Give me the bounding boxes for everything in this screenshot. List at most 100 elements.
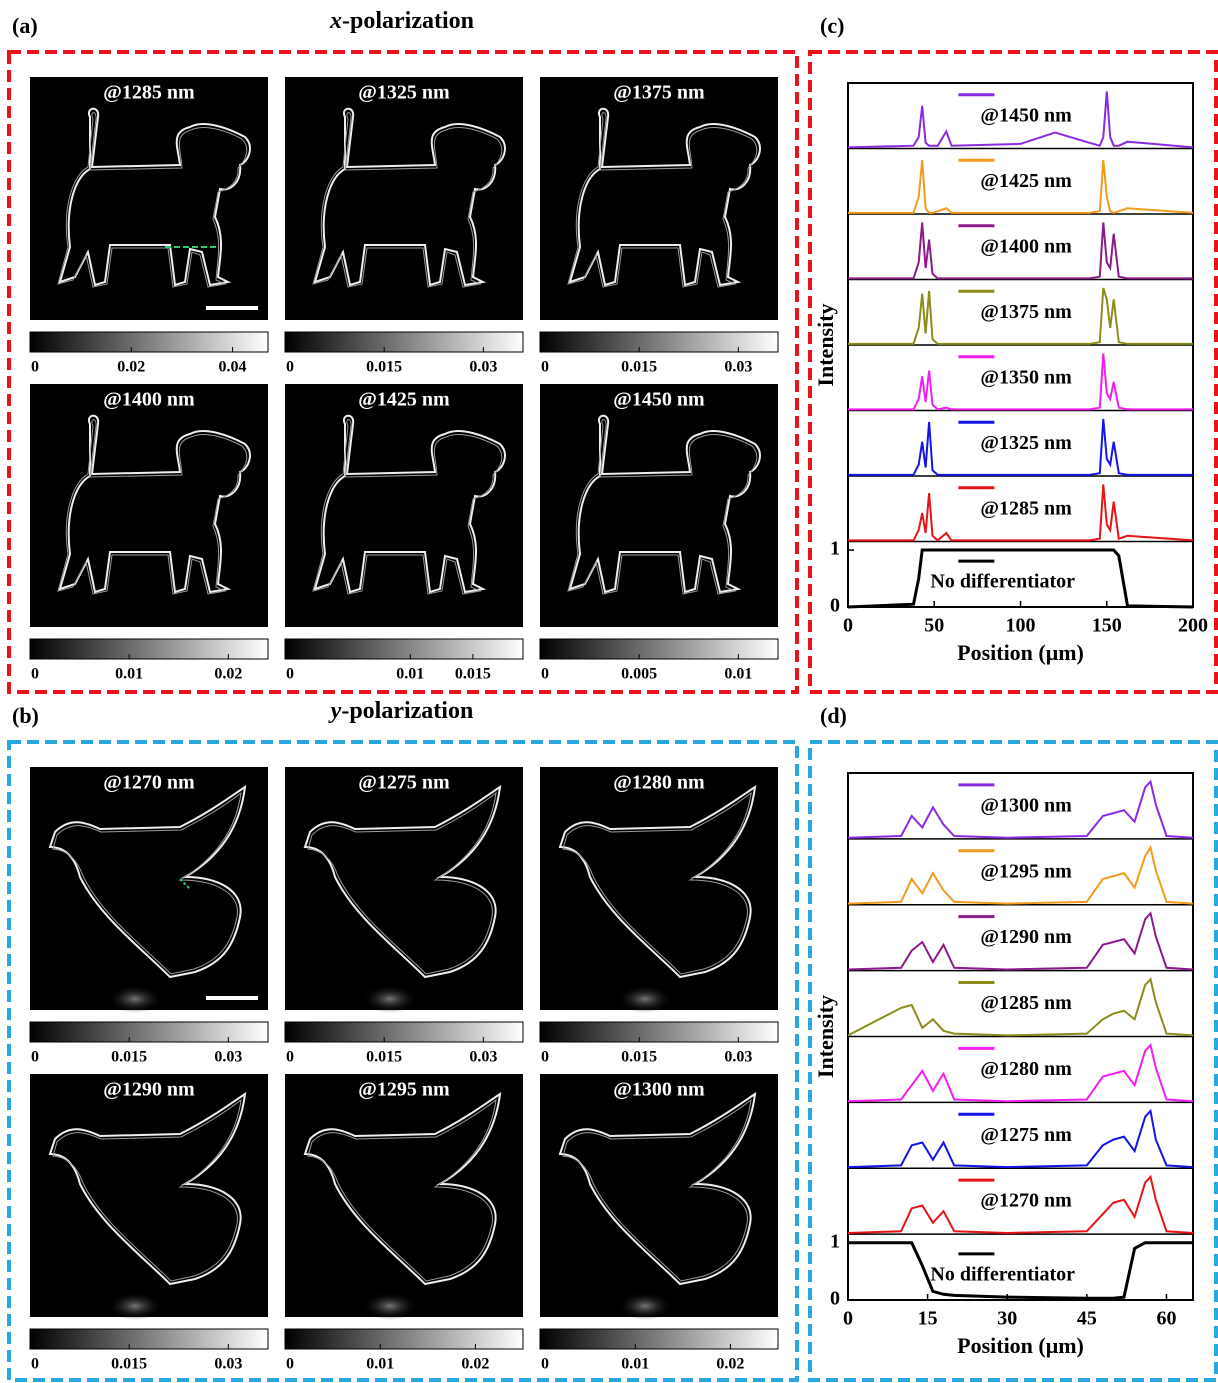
panel-frame: [808, 740, 1218, 1382]
x-tick-label: 60: [1156, 1308, 1176, 1330]
colorbar-tick-label: 0: [31, 666, 39, 683]
series-line: [847, 1043, 1194, 1103]
colorbar: [539, 331, 779, 353]
colorbar-tick-label: 0: [541, 666, 549, 683]
image: [540, 77, 778, 320]
series-line: [847, 1108, 1194, 1169]
series-line: [847, 911, 1194, 971]
image-label: @1280 nm: [613, 772, 705, 794]
series-line: [848, 159, 1194, 214]
series-line: [848, 222, 1193, 280]
colorbar-tick-label: 0.015: [621, 359, 657, 376]
image: [540, 1074, 778, 1317]
image-label: @1270 nm: [103, 772, 195, 794]
legend-label: @1375 nm: [980, 301, 1072, 323]
y-axis-label: Intensity: [813, 303, 838, 386]
x-tick-label: 50: [924, 615, 944, 637]
legend-label: @1400 nm: [980, 235, 1072, 257]
image-label: @1450 nm: [613, 389, 705, 411]
series-line: [848, 418, 1193, 476]
series-line: [847, 977, 1194, 1037]
legend-label: @1300 nm: [980, 794, 1072, 816]
panel-label: (c): [820, 13, 844, 38]
panel-title: y-polarization: [328, 698, 474, 724]
colorbar-tick-label: 0: [286, 359, 294, 376]
colorbar-tick-label: 0.005: [621, 666, 657, 683]
colorbar-tick-label: 0.01: [366, 1356, 394, 1373]
series-line: [847, 548, 1194, 609]
image: [285, 1074, 523, 1317]
colorbar-tick-label: 0.04: [219, 359, 247, 376]
colorbar-tick-label: 0: [286, 666, 294, 683]
colorbar-tick-label: 0.03: [724, 1049, 752, 1066]
y-tick-label: 1: [830, 1230, 840, 1252]
x-tick-label: 0: [843, 1308, 853, 1330]
colorbar-tick-label: 0.03: [214, 1356, 242, 1373]
colorbar-tick-label: 0: [541, 1049, 549, 1066]
image: [30, 767, 268, 1010]
legend-label: @1295 nm: [980, 860, 1072, 882]
legend-label: @1280 nm: [980, 1058, 1072, 1080]
legend-label: @1350 nm: [980, 366, 1072, 388]
image: [30, 1074, 268, 1317]
y-tick-label: 1: [830, 538, 840, 560]
legend-label: @1285 nm: [980, 992, 1072, 1014]
legend-label: @1325 nm: [980, 432, 1072, 454]
legend-label: @1425 nm: [980, 170, 1072, 192]
series-line: [847, 844, 1194, 905]
image-label: @1325 nm: [358, 82, 450, 104]
image-label: @1285 nm: [103, 82, 195, 104]
x-axis-label: Position (μm): [957, 640, 1084, 665]
colorbar: [539, 1021, 779, 1043]
legend-label: No differentiator: [930, 571, 1075, 593]
colorbar-tick-label: 0.02: [214, 666, 242, 683]
y-axis-label: Intensity: [813, 995, 838, 1078]
colorbar-tick-label: 0: [286, 1356, 294, 1373]
x-tick-label: 100: [1006, 615, 1036, 637]
x-tick-label: 150: [1092, 615, 1122, 637]
series-line: [847, 779, 1194, 839]
colorbar-tick-label: 0: [31, 1356, 39, 1373]
panel-label: (d): [820, 703, 847, 728]
colorbar: [29, 1328, 269, 1350]
image: [285, 767, 523, 1010]
x-tick-label: 0: [843, 615, 853, 637]
colorbar-tick-label: 0.03: [469, 359, 497, 376]
colorbar: [29, 1021, 269, 1043]
colorbar-tick-label: 0.01: [724, 666, 752, 683]
colorbar-tick-label: 0: [541, 1356, 549, 1373]
image: [285, 384, 523, 627]
image-label: @1300 nm: [613, 1079, 705, 1101]
colorbar-tick-label: 0.03: [214, 1049, 242, 1066]
image: [285, 77, 523, 320]
colorbar: [29, 331, 269, 353]
colorbar-tick-label: 0: [31, 1049, 39, 1066]
image-label: @1400 nm: [103, 389, 195, 411]
colorbar: [284, 1021, 524, 1043]
image-label: @1290 nm: [103, 1079, 195, 1101]
series-line: [848, 353, 1193, 411]
colorbar-tick-label: 0.01: [396, 666, 424, 683]
colorbar-tick-label: 0.015: [366, 359, 402, 376]
colorbar-tick-label: 0.02: [117, 359, 145, 376]
series-line: [848, 1241, 1193, 1300]
colorbar-tick-label: 0.02: [461, 1356, 489, 1373]
x-tick-label: 45: [1077, 1308, 1097, 1330]
image-label: @1295 nm: [358, 1079, 450, 1101]
image-label: @1425 nm: [358, 389, 450, 411]
x-tick-label: 200: [1178, 615, 1208, 637]
colorbar-tick-label: 0: [31, 359, 39, 376]
series-line: [847, 1174, 1194, 1235]
image: [30, 384, 268, 627]
colorbar: [284, 638, 524, 660]
colorbar-tick-label: 0: [286, 1049, 294, 1066]
legend-label: @1275 nm: [980, 1124, 1072, 1146]
colorbar: [284, 1328, 524, 1350]
colorbar: [29, 638, 269, 660]
colorbar-tick-label: 0.01: [621, 1356, 649, 1373]
colorbar-tick-label: 0.015: [455, 666, 491, 683]
colorbar-tick-label: 0.03: [724, 359, 752, 376]
legend-label: @1290 nm: [980, 926, 1072, 948]
x-tick-label: 30: [997, 1308, 1017, 1330]
